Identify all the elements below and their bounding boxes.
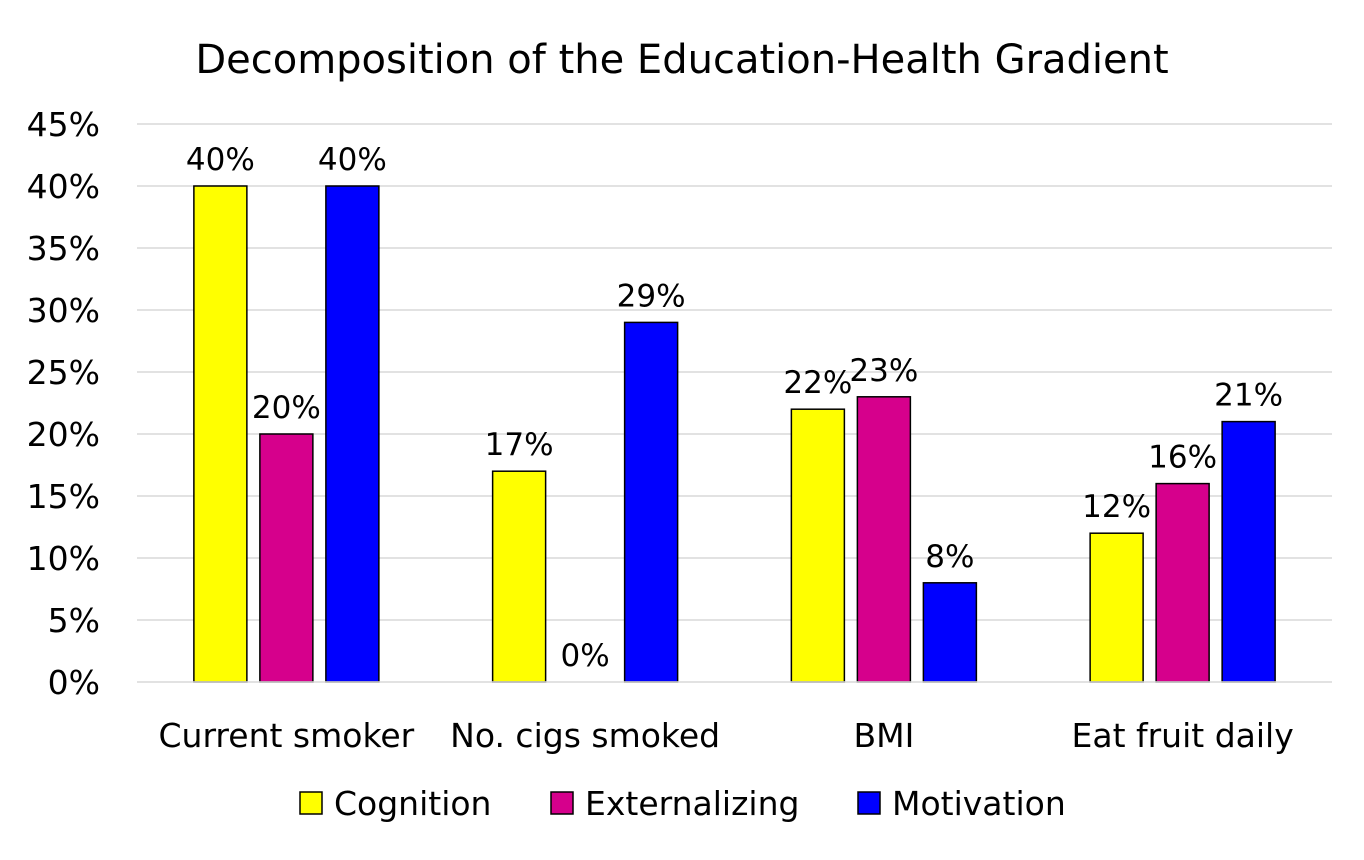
bar-cognition	[491, 470, 547, 683]
legend-label-motivation: Motivation	[892, 784, 1066, 823]
bar-motivation	[325, 185, 380, 683]
data-label: 29%	[617, 278, 686, 314]
bar-cognition	[1089, 532, 1144, 683]
bar-externalizing	[856, 396, 912, 683]
legend-label-cognition: Cognition	[334, 784, 491, 823]
data-label: 8%	[925, 539, 974, 575]
y-axis-tick-labels: 0% 5% 10% 15% 20% 25% 30% 35% 40% 45%	[27, 105, 100, 702]
data-label: 23%	[849, 353, 918, 389]
y-tick-label: 40%	[27, 167, 100, 206]
x-category-label: Eat fruit daily	[1072, 716, 1294, 755]
bar-motivation	[922, 582, 978, 683]
legend-label-externalizing: Externalizing	[585, 784, 799, 823]
legend: Cognition Externalizing Motivation	[299, 784, 1066, 823]
data-label: 20%	[252, 390, 321, 426]
legend-swatch-cognition	[299, 791, 323, 815]
y-tick-label: 45%	[27, 105, 100, 144]
gridlines	[137, 123, 1332, 621]
x-category-label: BMI	[853, 716, 914, 755]
y-tick-label: 25%	[27, 353, 100, 392]
bar-motivation	[1221, 420, 1276, 683]
bar-externalizing	[1155, 482, 1210, 683]
y-tick-label: 15%	[27, 477, 100, 516]
data-label: 16%	[1148, 440, 1217, 476]
data-labels: 40% 20% 40% 17% 0% 29% 22%23% 8% 12% 16% 21%	[186, 142, 1283, 674]
data-label: 21%	[1214, 378, 1283, 414]
x-axis-category-labels: Current smoker No. cigs smoked BMI Eat frui…	[158, 716, 1293, 755]
bar-cognition	[193, 185, 248, 683]
bar-externalizing	[259, 433, 314, 683]
data-label: 40%	[186, 142, 255, 178]
data-label: 22%	[783, 365, 852, 401]
y-tick-label: 20%	[27, 415, 100, 454]
data-label: 40%	[318, 142, 387, 178]
y-tick-label: 0%	[48, 663, 100, 702]
legend-swatch-motivation	[857, 791, 881, 815]
bars	[193, 185, 1276, 683]
x-category-label: No. cigs smoked	[450, 716, 720, 755]
data-label: 17%	[485, 427, 554, 463]
bar-motivation	[623, 321, 679, 683]
bar-cognition	[790, 408, 846, 683]
data-label: 12%	[1082, 489, 1151, 525]
y-tick-label: 35%	[27, 229, 100, 268]
y-tick-label: 30%	[27, 291, 100, 330]
x-category-label: Current smoker	[158, 716, 414, 755]
y-tick-label: 5%	[48, 601, 100, 640]
y-tick-label: 10%	[27, 539, 100, 578]
data-label: 0%	[561, 638, 610, 674]
chart-title: Decomposition of the Education-Health Gr…	[195, 37, 1168, 83]
legend-swatch-externalizing	[550, 791, 574, 815]
